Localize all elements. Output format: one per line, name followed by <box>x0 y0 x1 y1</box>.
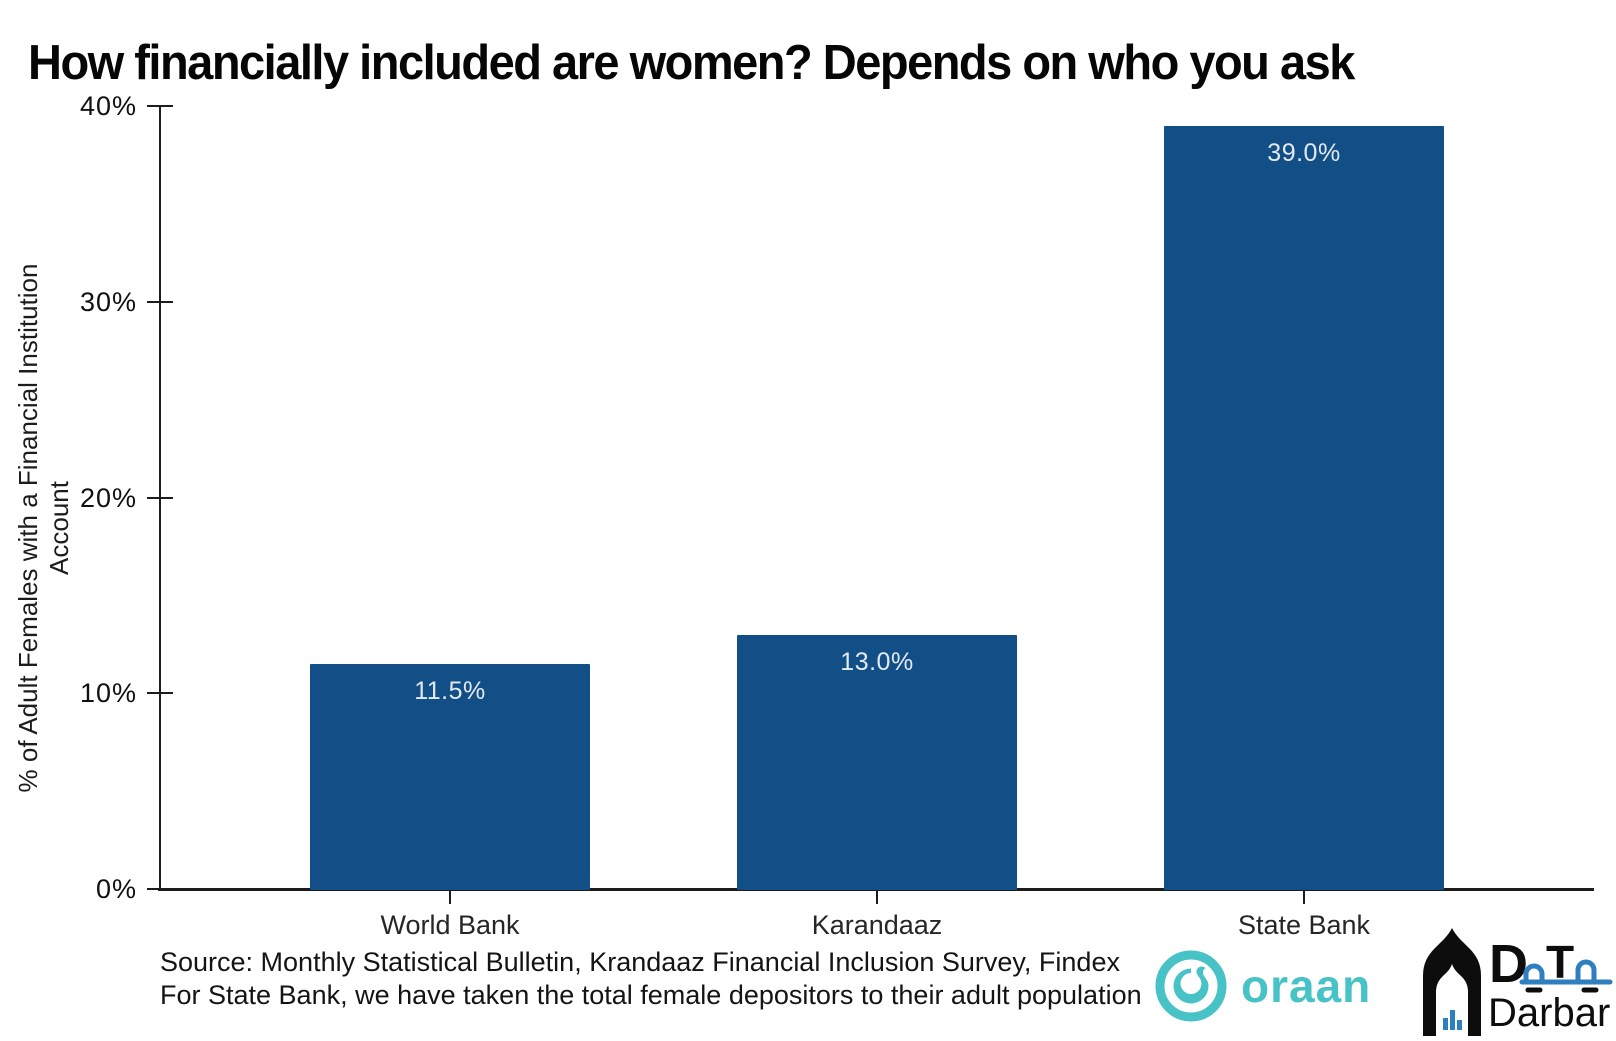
svg-text:D: D <box>1489 934 1528 994</box>
y-tick-label: 0% <box>95 874 137 904</box>
oraan-wordmark: oraan <box>1241 959 1372 1012</box>
y-tick-mark <box>147 496 173 499</box>
y-tick-label: 40% <box>79 91 137 121</box>
darbar-wordmark: D T Darbar <box>1488 934 1613 1035</box>
svg-text:T: T <box>1546 936 1574 988</box>
bar-karandaaz: 13.0% <box>737 634 1017 890</box>
x-tick-mark <box>876 891 878 904</box>
bar-value-label: 11.5% <box>414 676 486 705</box>
data-darbar-logo: D T Darbar <box>1418 926 1616 1041</box>
y-tick-mark <box>147 300 173 303</box>
y-tick-mark <box>147 105 173 107</box>
darbar-arch-icon <box>1423 928 1481 1036</box>
oraan-logo: oraan <box>1155 950 1371 1027</box>
x-category-label: Karandaaz <box>811 910 943 940</box>
bar-state-bank: 39.0% <box>1164 125 1444 890</box>
x-category-label: World Bank <box>380 910 520 940</box>
x-tick-mark <box>1303 891 1305 904</box>
oraan-swirl-icon <box>1155 950 1227 1027</box>
source-line-1: Source: Monthly Statistical Bulletin, Kr… <box>160 947 1120 977</box>
y-tick-label: 20% <box>79 482 137 513</box>
bar-value-label: 39.0% <box>1267 138 1341 167</box>
y-tick-label: 30% <box>79 286 137 317</box>
bar-world-bank: 11.5% <box>310 663 590 890</box>
page-title: How financially included are women? Depe… <box>28 34 1355 90</box>
y-tick-label: 10% <box>79 678 137 709</box>
source-note: Source: Monthly Statistical Bulletin, Kr… <box>160 946 1142 1012</box>
svg-text:Darbar: Darbar <box>1488 991 1610 1035</box>
y-tick-mark <box>147 888 173 890</box>
bar-value-label: 13.0% <box>840 647 914 676</box>
source-line-2: For State Bank, we have taken the total … <box>160 980 1142 1010</box>
x-category-label: State Bank <box>1237 910 1371 940</box>
x-tick-mark <box>449 891 451 904</box>
y-tick-mark <box>147 692 173 695</box>
